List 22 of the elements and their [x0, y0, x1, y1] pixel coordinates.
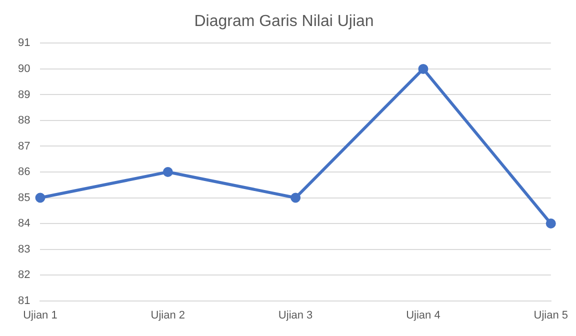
y-tick-label: 91 [18, 37, 30, 50]
x-tick-label: Ujian 4 [406, 309, 440, 322]
y-tick-label: 88 [18, 114, 30, 127]
y-tick-label: 81 [18, 294, 30, 307]
y-tick-label: 87 [18, 140, 30, 152]
point [35, 192, 46, 203]
point [290, 192, 301, 203]
point [162, 167, 173, 177]
y-tick-label: 85 [18, 192, 30, 204]
x-tick-label: Ujian 5 [534, 309, 568, 322]
y-tick-label: 84 [18, 218, 30, 230]
y-tick-label: 83 [18, 243, 30, 256]
point [546, 218, 556, 229]
x-tick-label: Ujian 3 [278, 309, 313, 322]
y-tick-label: 82 [18, 269, 30, 282]
y-tick-label: 89 [18, 88, 30, 101]
x-tick-label: Ujian 1 [23, 309, 58, 322]
point [418, 64, 428, 74]
y-tick-label: 90 [18, 62, 30, 75]
x-tick-label: Ujian 2 [150, 309, 186, 322]
y-tick-label: 86 [18, 166, 30, 178]
chart-title: Diagram Garis Nilai Ujian [194, 13, 374, 30]
